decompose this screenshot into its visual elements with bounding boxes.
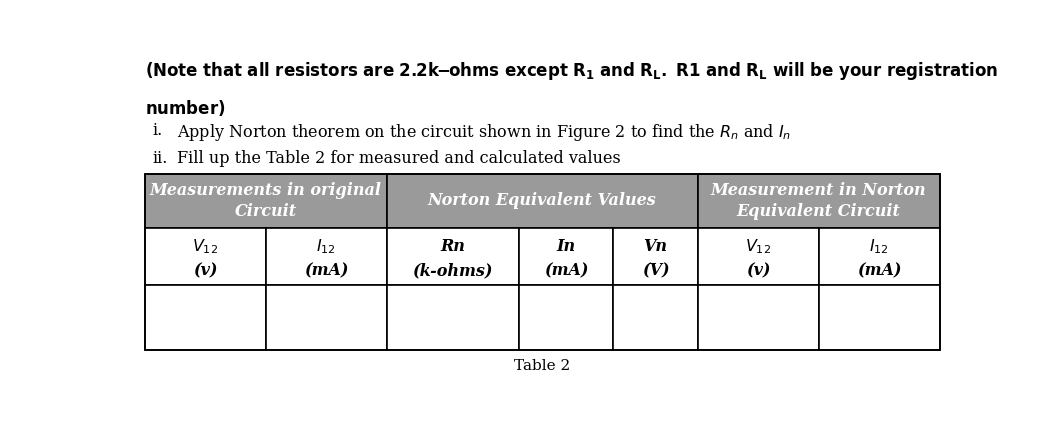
Text: Table 2: Table 2 [514, 360, 570, 373]
Text: (V): (V) [641, 262, 670, 279]
Text: (v): (v) [193, 262, 217, 279]
Text: In: In [557, 238, 576, 255]
Text: $\bf{\it{I_{12}}}$: $\bf{\it{I_{12}}}$ [870, 237, 889, 256]
Bar [145, 174, 940, 349]
Bar [518, 228, 614, 284]
Text: Norton Equivalent Values: Norton Equivalent Values [427, 192, 657, 209]
Text: (mA): (mA) [857, 262, 901, 279]
Bar [145, 228, 266, 284]
Text: i.: i. [152, 122, 163, 139]
Text: Measurement in Norton
Equivalent Circuit: Measurement in Norton Equivalent Circuit [711, 181, 927, 220]
Text: $\mathbf{number)}$: $\mathbf{number)}$ [145, 98, 225, 118]
Bar [266, 284, 387, 349]
Bar [145, 174, 387, 228]
Text: $\bf{\it{V_{12}}}$: $\bf{\it{V_{12}}}$ [193, 237, 218, 256]
Text: Rn: Rn [440, 238, 466, 255]
Bar [819, 284, 940, 349]
Bar [387, 284, 518, 349]
Bar [387, 228, 518, 284]
Bar [697, 284, 819, 349]
Text: $\bf{\it{V_{12}}}$: $\bf{\it{V_{12}}}$ [745, 237, 771, 256]
Text: ii.: ii. [152, 150, 168, 167]
Text: Fill up the Table 2 for measured and calculated values: Fill up the Table 2 for measured and cal… [178, 150, 621, 167]
Text: (k-ohms): (k-ohms) [413, 262, 493, 279]
Text: (v): (v) [746, 262, 770, 279]
Text: (mA): (mA) [544, 262, 588, 279]
Bar [145, 284, 266, 349]
Bar [697, 174, 940, 228]
Bar [614, 228, 697, 284]
Bar [518, 284, 614, 349]
Text: Apply Norton theorem on the circuit shown in Figure 2 to find the $R_n$ and $I_n: Apply Norton theorem on the circuit show… [178, 122, 791, 143]
Bar [387, 174, 697, 228]
Bar [614, 284, 697, 349]
Text: $\bf{\it{I_{12}}}$: $\bf{\it{I_{12}}}$ [316, 237, 336, 256]
Bar [266, 228, 387, 284]
Text: Vn: Vn [643, 238, 668, 255]
Text: Measurements in original
Circuit: Measurements in original Circuit [149, 181, 382, 220]
Bar [697, 228, 819, 284]
Text: $\mathbf{(Note\ that\ all\ resistors\ are\ 2.2k\!\!-\!\!ohms\ except\ R_1\ and\ : $\mathbf{(Note\ that\ all\ resistors\ ar… [145, 60, 998, 82]
Bar [819, 228, 940, 284]
Text: (mA): (mA) [304, 262, 348, 279]
